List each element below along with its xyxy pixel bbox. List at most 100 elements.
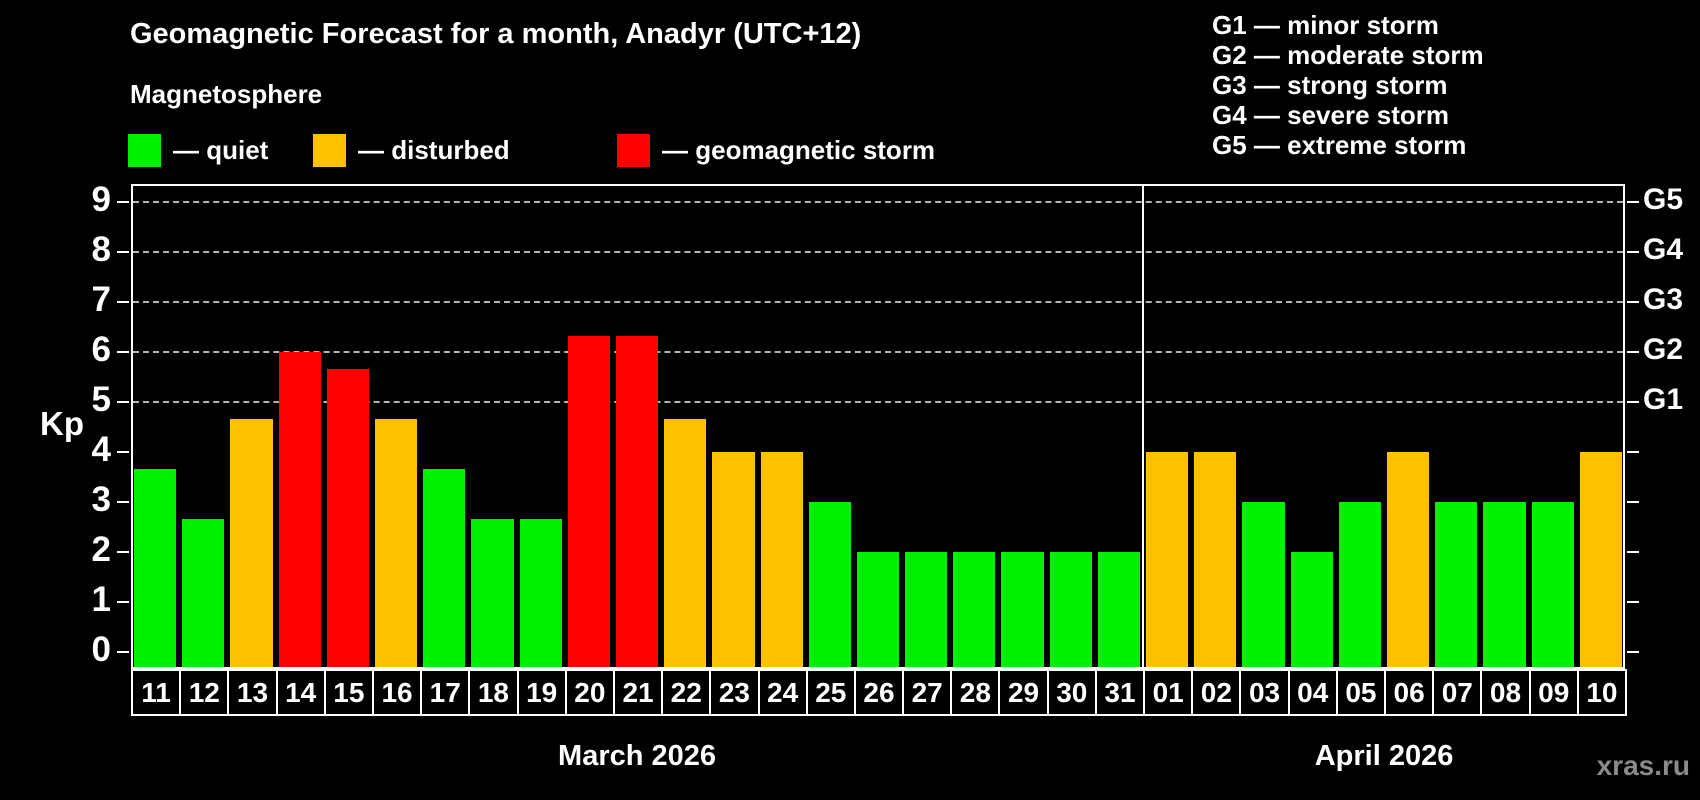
day-label-box: 27 [902, 669, 953, 716]
day-label-box: 18 [468, 669, 519, 716]
y-tick-right [1627, 651, 1639, 653]
gridline-g3 [133, 301, 1623, 303]
day-label-box: 25 [805, 669, 856, 716]
g-axis-label-g4: G4 [1643, 233, 1684, 266]
y-tick-left [117, 301, 129, 303]
bar-day-27 [905, 552, 948, 667]
day-label-box: 14 [275, 669, 326, 716]
y-tick-label: 4 [91, 430, 111, 469]
gridline-g5 [133, 201, 1623, 203]
month-label: March 2026 [558, 740, 717, 772]
day-label-box: 05 [1335, 669, 1387, 716]
bar-day-29 [1001, 552, 1044, 667]
bar-day-28 [953, 552, 996, 667]
day-label-box: 19 [516, 669, 567, 716]
day-label-box: 13 [227, 669, 278, 716]
bar-day-31 [1097, 552, 1141, 667]
bar-day-08 [1483, 502, 1526, 667]
bar-day-21 [615, 335, 659, 667]
legend-quiet-label: — quiet [173, 134, 269, 165]
day-label-box: 23 [709, 669, 760, 716]
day-label-box: 16 [371, 669, 423, 716]
y-tick-right [1627, 551, 1639, 553]
y-tick-right [1627, 451, 1639, 453]
day-label-box: 12 [179, 669, 230, 716]
watermark: xras.ru [1596, 750, 1690, 781]
g-legend-line-g4: G4 — severe storm [1212, 100, 1450, 130]
y-tick-label: 0 [91, 630, 111, 669]
y-tick-left [117, 201, 129, 203]
day-label-box: 01 [1143, 669, 1194, 716]
y-tick-right [1627, 201, 1639, 203]
bar-day-19 [519, 518, 562, 667]
legend-item-disturbed: — disturbed [313, 133, 510, 167]
bar-day-10 [1579, 452, 1622, 667]
y-tick-label: 8 [91, 230, 111, 269]
bar-day-16 [374, 418, 418, 667]
y-tick-left [117, 551, 129, 553]
bar-day-15 [326, 368, 369, 667]
month-separator [1142, 186, 1145, 667]
day-label-box: 08 [1480, 669, 1531, 716]
quiet-color-swatch [128, 133, 161, 167]
day-label-box: 10 [1576, 669, 1627, 716]
disturbed-color-swatch [313, 133, 346, 167]
chart-title: Geomagnetic Forecast for a month, Anadyr… [130, 18, 862, 50]
plot-area [131, 184, 1625, 669]
day-label-box: 24 [757, 669, 808, 716]
g-legend-line-g2: G2 — moderate storm [1212, 40, 1484, 70]
y-tick-label: 6 [91, 330, 111, 369]
g-legend-line-g1: G1 — minor storm [1212, 10, 1439, 40]
bar-day-13 [230, 418, 273, 667]
gridline-g2 [133, 351, 1623, 353]
day-label-box: 30 [1046, 669, 1097, 716]
day-label-box: 03 [1239, 669, 1290, 716]
y-tick-label: 5 [91, 380, 111, 419]
bar-day-20 [567, 335, 610, 667]
y-tick-label: 2 [91, 530, 111, 569]
day-label-box: 29 [998, 669, 1049, 716]
bar-day-17 [423, 468, 466, 667]
y-tick-right [1627, 351, 1639, 353]
bar-day-24 [760, 452, 803, 667]
y-tick-right [1627, 601, 1639, 603]
day-label-box: 09 [1528, 669, 1579, 716]
bar-day-01 [1146, 452, 1189, 667]
legend-storm-label: — geomagnetic storm [662, 134, 936, 165]
g-axis-label-g3: G3 [1643, 283, 1684, 316]
bar-day-03 [1242, 502, 1285, 667]
g-axis-label-g5: G5 [1643, 183, 1684, 216]
bar-day-26 [856, 552, 900, 667]
y-tick-left [117, 651, 129, 653]
y-tick-right [1627, 251, 1639, 253]
day-label-box: 28 [950, 669, 1001, 716]
bar-day-04 [1290, 552, 1333, 667]
day-label-box: 20 [564, 669, 615, 716]
day-label-box: 02 [1191, 669, 1242, 716]
magnetosphere-label: Magnetosphere [130, 79, 323, 109]
y-tick-right [1627, 501, 1639, 503]
bar-day-11 [134, 468, 177, 667]
bar-day-30 [1049, 552, 1092, 667]
g-axis-label-g2: G2 [1643, 333, 1684, 366]
bar-day-05 [1338, 502, 1382, 667]
bar-day-22 [664, 418, 707, 667]
legend-item-storm: — geomagnetic storm [617, 133, 935, 167]
legend-disturbed-label: — disturbed [358, 134, 510, 165]
y-tick-left [117, 401, 129, 403]
g-legend-line-g3: G3 — strong storm [1212, 70, 1448, 100]
bar-day-25 [808, 502, 851, 667]
y-tick-left [117, 351, 129, 353]
day-label-box: 04 [1287, 669, 1338, 716]
g-axis-label-g1: G1 [1643, 383, 1684, 416]
day-label-box: 15 [323, 669, 374, 716]
day-label-box: 17 [420, 669, 471, 716]
bar-day-23 [712, 452, 755, 667]
bar-day-12 [182, 518, 225, 667]
y-axis-title: Kp [40, 405, 84, 442]
y-tick-left [117, 251, 129, 253]
y-tick-right [1627, 301, 1639, 303]
y-tick-left [117, 451, 129, 453]
bar-day-02 [1194, 452, 1237, 667]
y-tick-right [1627, 401, 1639, 403]
